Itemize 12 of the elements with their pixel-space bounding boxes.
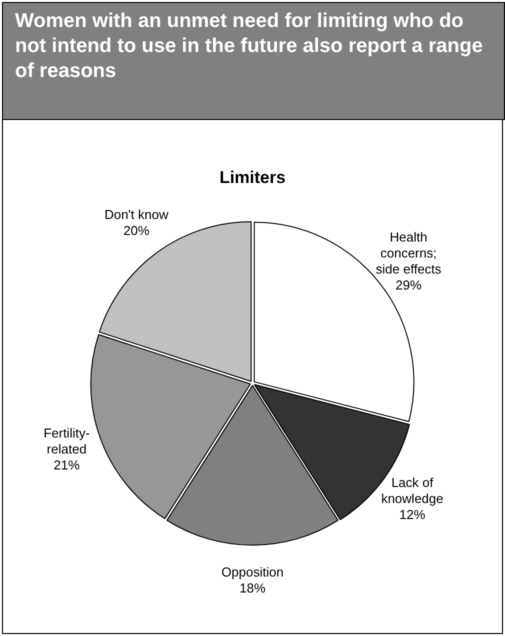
data-label: 20% — [123, 222, 150, 238]
slice-label: Lack of knowledge — [381, 474, 444, 506]
data-label: 29% — [396, 278, 422, 293]
slice-label: Health concerns; side effects — [376, 230, 442, 277]
slice-label: Don't know — [104, 206, 169, 222]
slice-label: Opposition — [221, 564, 284, 580]
text: Women with an unmet need for limiting who do not intend to use in the future also report a range of reasons — [2, 2, 505, 120]
data-label: 12% — [399, 506, 426, 522]
chart-title: Limiters — [219, 168, 286, 187]
data-label: 21% — [54, 458, 80, 473]
data-label: 18% — [239, 580, 266, 596]
slice-label: Fertility-related — [44, 426, 90, 457]
